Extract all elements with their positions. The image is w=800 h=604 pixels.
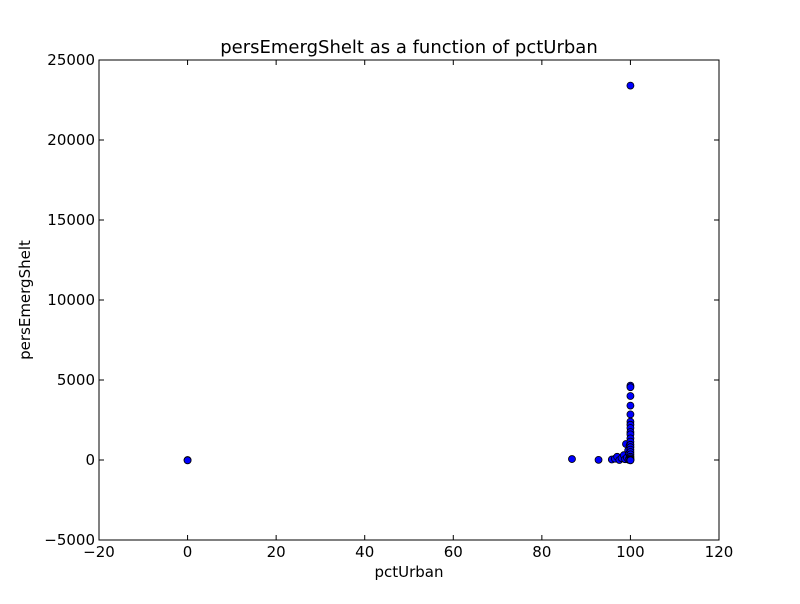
y-tick-label: 20000 [47,131,95,149]
data-point [626,81,635,90]
x-tick-label: 60 [444,543,463,561]
x-tick-label: 80 [532,543,551,561]
y-tick-label: 25000 [47,51,95,69]
x-tick-label: −20 [83,543,115,561]
x-tick-label: 0 [183,543,193,561]
y-tick-label: 5000 [57,371,95,389]
y-axis-label: persEmergShelt [16,240,34,360]
data-point [626,383,635,392]
y-tick-label: 10000 [47,291,95,309]
y-tick-label: −5000 [44,531,95,549]
axis-ticks: −20 0 20 40 60 80 100 120 −5000 0 5000 10000 15000 20… [44,51,733,561]
y-tick-label: 0 [85,451,95,469]
data-point [626,410,635,419]
plot-area [99,60,719,540]
data-point [626,456,635,465]
data-point [568,455,576,463]
x-tick-label: 120 [705,543,734,561]
x-tick-label: 100 [616,543,645,561]
data-points [183,81,635,465]
chart-title: persEmergShelt as a function of pctUrban [220,37,597,58]
x-tick-label: 40 [355,543,374,561]
data-point [626,392,635,400]
plot-frame [98,59,720,541]
y-tick-label: 15000 [47,211,95,229]
x-tick-label: 20 [267,543,286,561]
data-point [626,401,635,410]
data-point [594,455,603,464]
x-axis-label: pctUrban [374,563,443,581]
data-point [183,456,192,465]
